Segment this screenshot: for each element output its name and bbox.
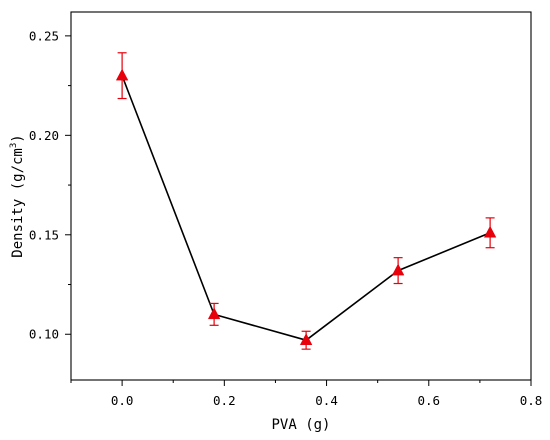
data-point-marker <box>299 333 313 345</box>
series-line <box>121 75 491 342</box>
data-point-marker <box>115 68 129 81</box>
x-axis-title: PVA (g) <box>271 417 330 433</box>
y-axis-title-superscript: 3 <box>9 143 19 148</box>
x-tick-label: 0.4 <box>315 393 338 408</box>
y-axis-ticks: 0.10 0.15 0.20 0.25 <box>29 28 71 342</box>
x-axis-ticks: 0.0 0.2 0.4 0.6 0.8 <box>70 380 543 408</box>
series-layer <box>115 52 497 350</box>
plot-frame <box>70 11 532 381</box>
y-tick-label: 0.15 <box>29 227 59 242</box>
x-tick-label: 0.0 <box>111 393 134 408</box>
y-axis-title: Density (g/cm3) <box>9 134 26 257</box>
x-tick-label: 0.2 <box>213 393 236 408</box>
data-point-marker <box>391 263 405 276</box>
x-tick-label: 0.6 <box>417 393 440 408</box>
data-point-marker <box>483 225 497 238</box>
y-axis-title-suffix: ) <box>10 134 26 142</box>
data-point-marker <box>207 307 221 320</box>
y-tick-label: 0.25 <box>29 28 59 43</box>
y-tick-label: 0.20 <box>29 128 59 143</box>
y-axis-title-main: Density (g/cm <box>10 148 26 258</box>
x-tick-label: 0.8 <box>520 393 543 408</box>
y-tick-label: 0.10 <box>29 327 59 342</box>
